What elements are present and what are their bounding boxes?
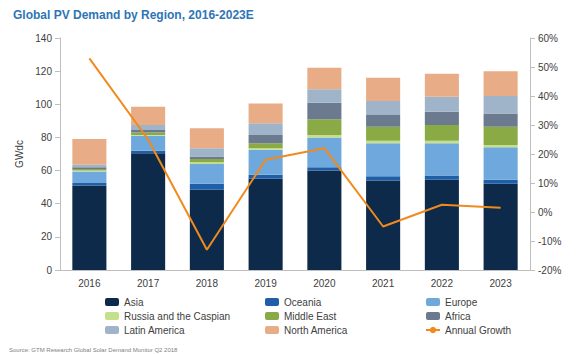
svg-text:North America: North America: [284, 325, 348, 336]
svg-text:20: 20: [41, 231, 53, 242]
svg-text:Global PV Demand by Region, 20: Global PV Demand by Region, 2016-2023E: [13, 8, 254, 22]
svg-text:GWdc: GWdc: [14, 140, 25, 168]
svg-text:2020: 2020: [313, 278, 336, 289]
svg-text:60%: 60%: [538, 33, 558, 44]
svg-text:Africa: Africa: [445, 311, 471, 322]
svg-text:60: 60: [41, 165, 53, 176]
svg-text:0: 0: [46, 265, 52, 276]
svg-text:2017: 2017: [137, 278, 160, 289]
svg-text:Annual Growth: Annual Growth: [445, 325, 511, 336]
svg-text:80: 80: [41, 132, 53, 143]
svg-text:50%: 50%: [538, 62, 558, 73]
svg-text:2022: 2022: [431, 278, 454, 289]
svg-text:2016: 2016: [78, 278, 101, 289]
svg-text:-20%: -20%: [538, 265, 561, 276]
svg-text:-10%: -10%: [538, 236, 561, 247]
svg-text:120: 120: [35, 66, 52, 77]
svg-text:140: 140: [35, 33, 52, 44]
svg-text:Russia and the Caspian: Russia and the Caspian: [124, 311, 230, 322]
svg-text:10%: 10%: [538, 178, 558, 189]
svg-text:2019: 2019: [255, 278, 278, 289]
svg-text:Asia: Asia: [124, 297, 144, 308]
svg-text:100: 100: [35, 99, 52, 110]
svg-text:Europe: Europe: [445, 297, 478, 308]
svg-text:2021: 2021: [372, 278, 395, 289]
svg-text:30%: 30%: [538, 120, 558, 131]
svg-text:2023: 2023: [490, 278, 513, 289]
svg-text:2018: 2018: [196, 278, 219, 289]
svg-text:20%: 20%: [538, 149, 558, 160]
svg-text:Oceania: Oceania: [284, 297, 322, 308]
svg-text:40%: 40%: [538, 91, 558, 102]
svg-text:0%: 0%: [538, 207, 553, 218]
svg-text:Latin America: Latin America: [124, 325, 185, 336]
svg-text:Source: GTM Research Global So: Source: GTM Research Global Solar Demand…: [9, 347, 178, 353]
svg-text:Middle East: Middle East: [284, 311, 336, 322]
svg-text:40: 40: [41, 198, 53, 209]
